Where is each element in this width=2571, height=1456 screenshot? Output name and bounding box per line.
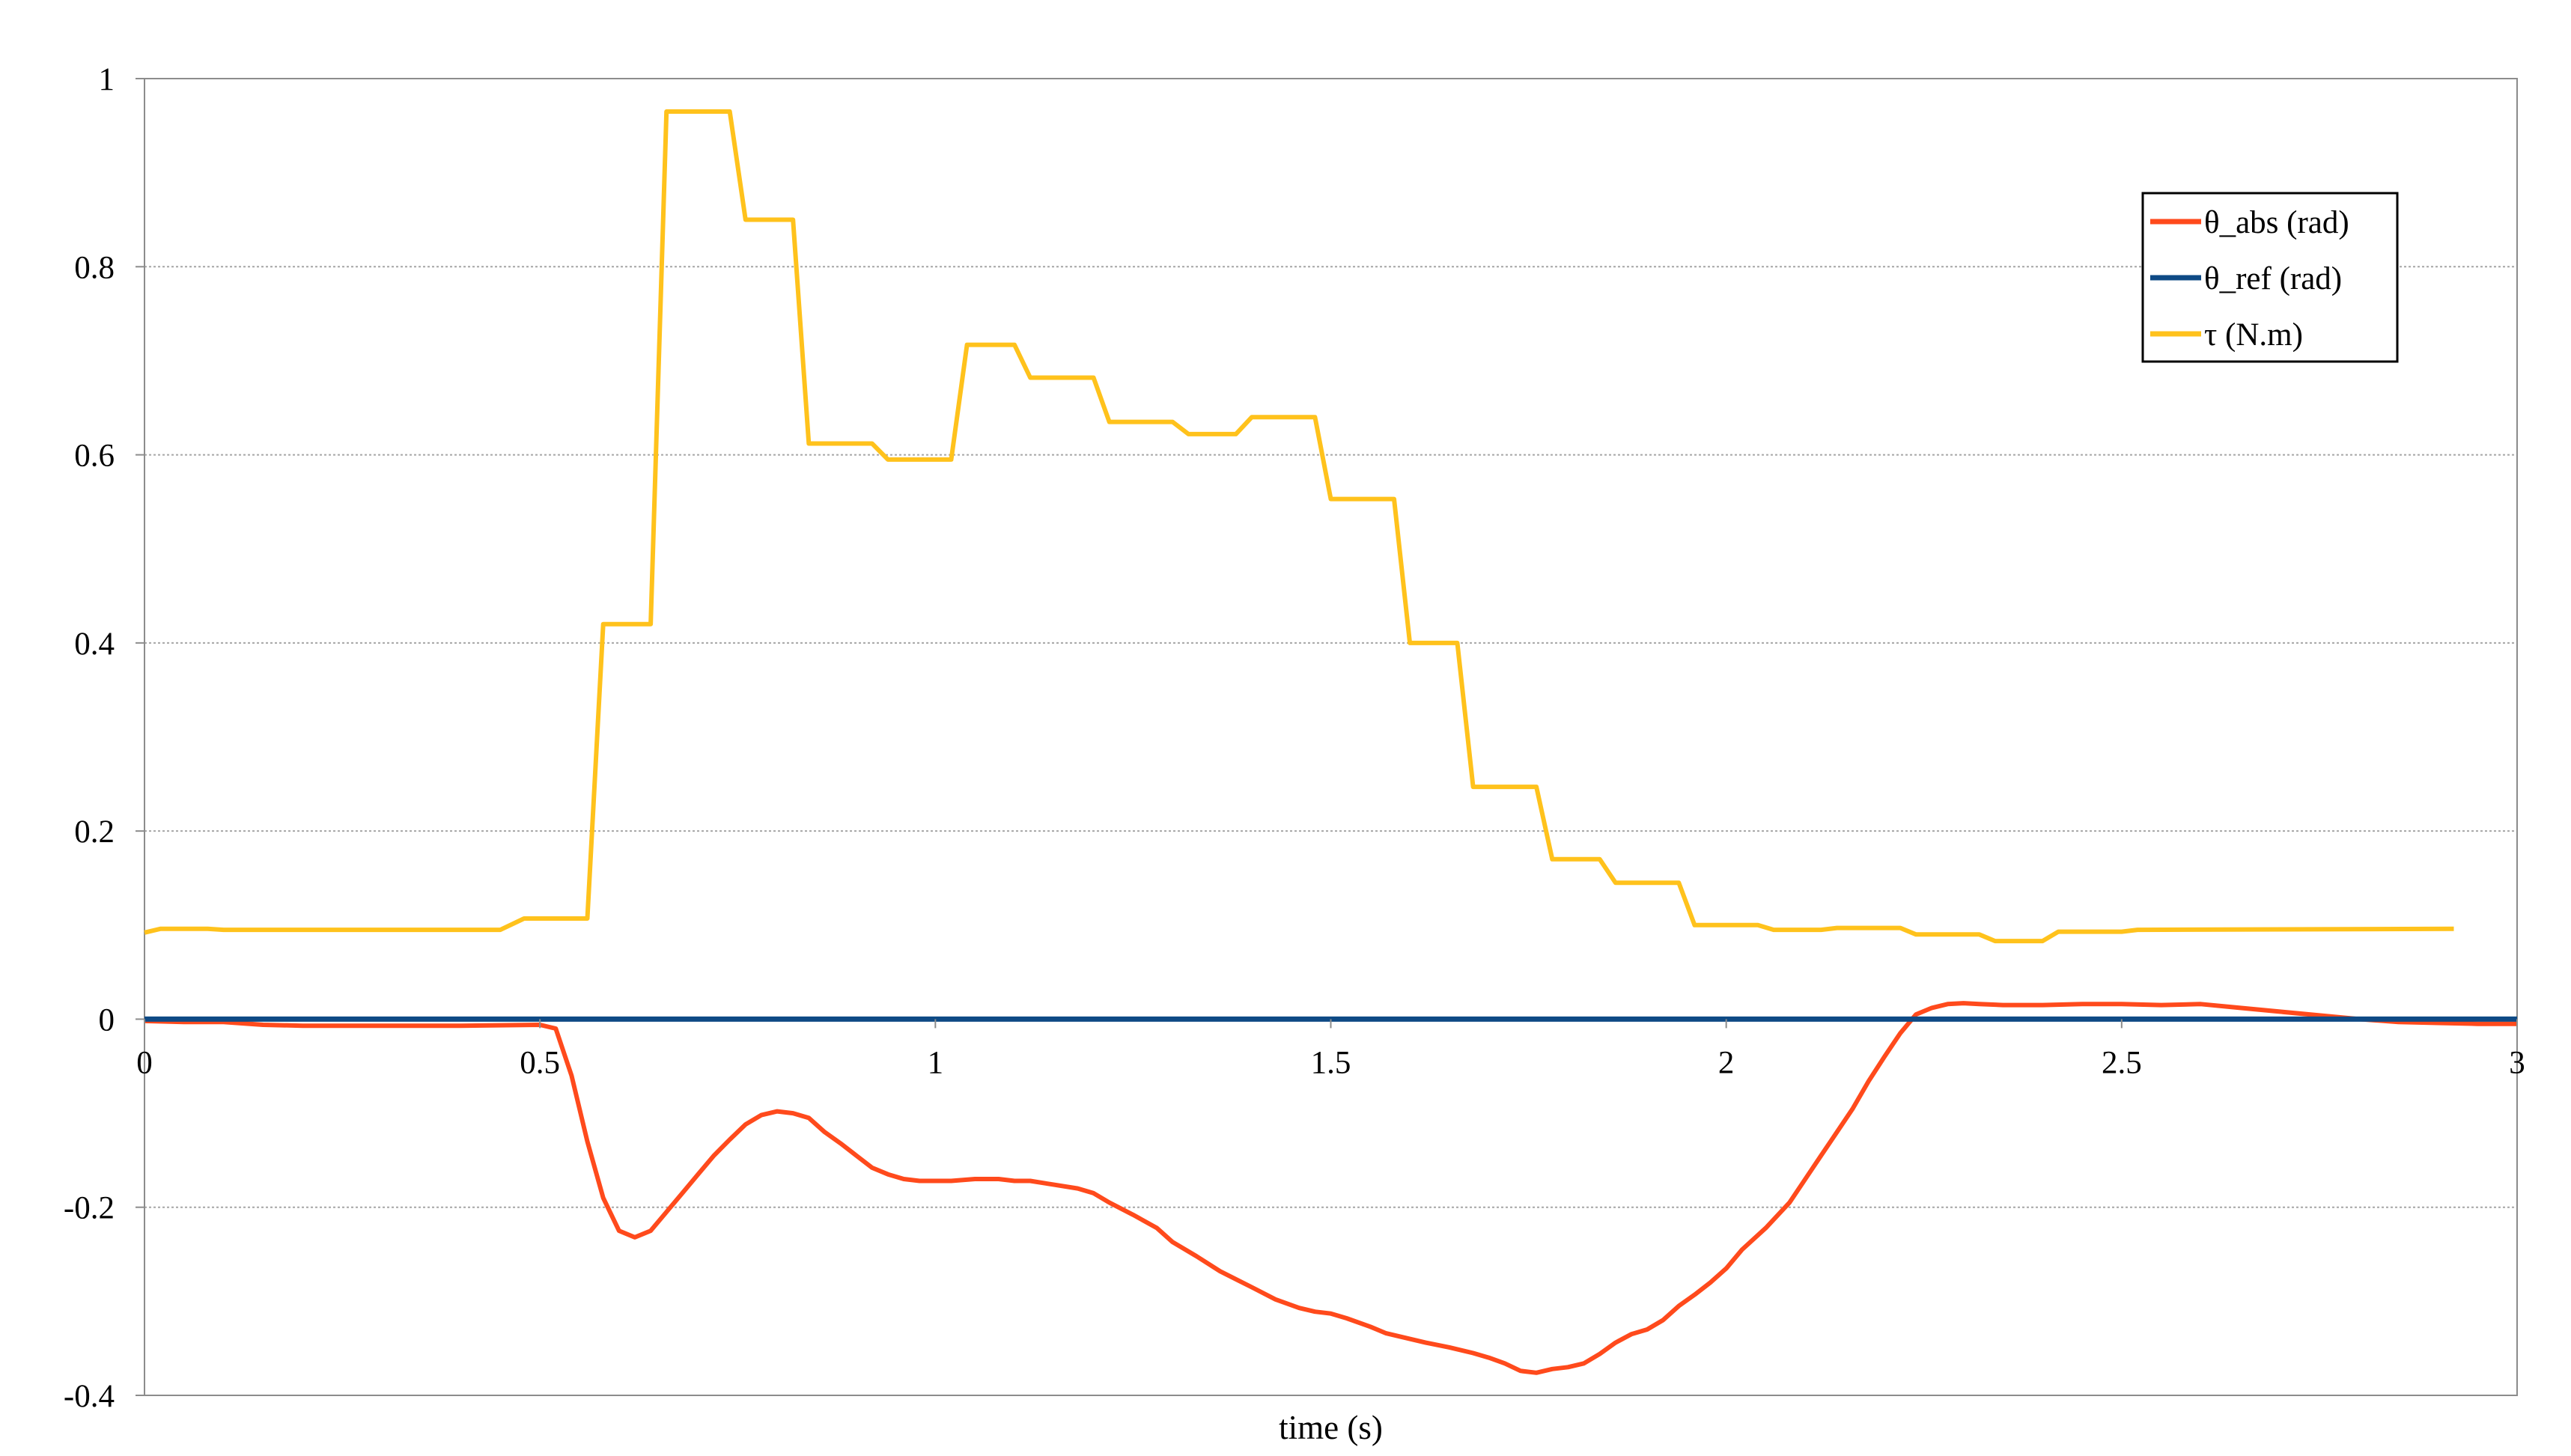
y-tick-label: 1 xyxy=(99,62,115,97)
y-tick-label: 0.8 xyxy=(74,250,115,285)
x-tick-label: 0.5 xyxy=(520,1045,560,1080)
series-line-0 xyxy=(144,1001,2517,1375)
y-tick-label: 0.6 xyxy=(74,439,115,474)
x-tick-label: 0 xyxy=(136,1045,153,1080)
x-axis-title: time (s) xyxy=(1279,1409,1383,1446)
y-tick-label: -0.2 xyxy=(64,1191,115,1226)
y-tick-label: -0.4 xyxy=(64,1379,115,1414)
x-tick-label: 1 xyxy=(928,1045,944,1080)
legend-label: θ_ref (rad) xyxy=(2204,261,2342,296)
y-tick-label: 0.2 xyxy=(74,814,115,850)
y-axis: -0.4 -0.2 0 0.2 0.4 0.6 0.8 1 xyxy=(64,62,144,1414)
legend-label: θ_abs (rad) xyxy=(2204,205,2349,240)
y-tick-label: 0 xyxy=(99,1002,115,1038)
plot-area-border xyxy=(144,78,2518,1396)
x-tick-label: 3 xyxy=(2509,1045,2525,1080)
legend-label: τ (N.m) xyxy=(2204,317,2303,353)
x-tick-label: 2 xyxy=(1718,1045,1735,1080)
x-axis: 0 0.5 1 1.5 2 2.5 3 xyxy=(136,1019,2525,1080)
legend: θ_abs (rad) θ_ref (rad) τ (N.m) xyxy=(2141,192,2399,363)
y-tick-label: 0.4 xyxy=(74,627,115,662)
series-line-2 xyxy=(144,109,2454,944)
x-tick-label: 2.5 xyxy=(2102,1045,2142,1080)
series-layer xyxy=(144,109,2517,1375)
x-tick-label: 1.5 xyxy=(1311,1045,1351,1080)
